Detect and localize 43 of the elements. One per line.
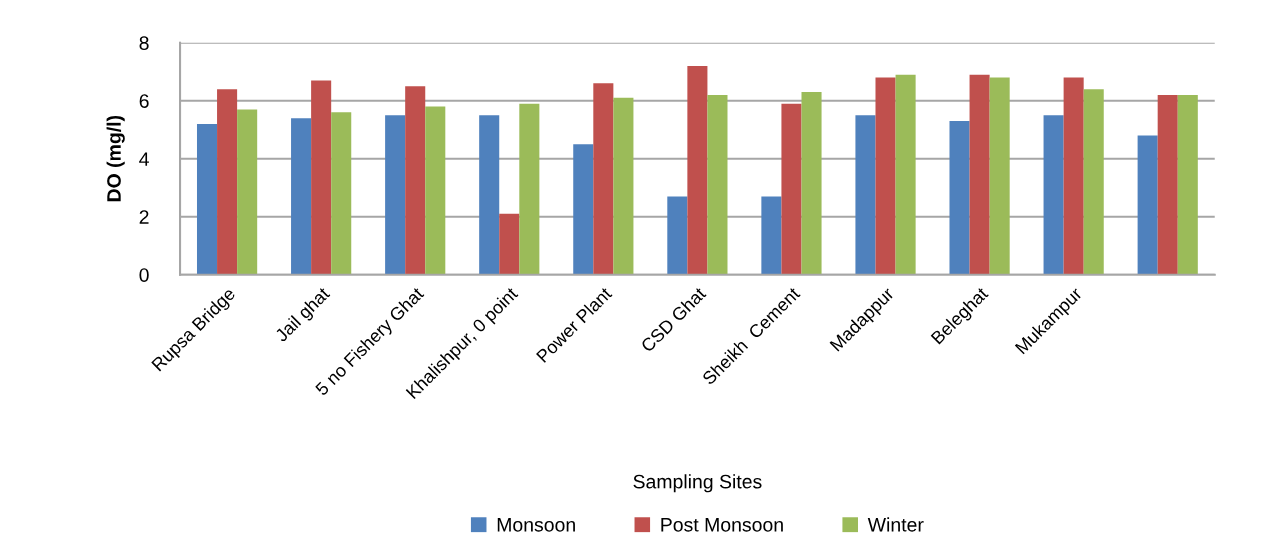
bar — [687, 65, 708, 275]
legend-label: Post Monsoon — [661, 518, 783, 532]
legend-label: Monsoon — [497, 518, 575, 532]
y-tick-label: 8 — [139, 36, 149, 50]
bar — [613, 97, 634, 275]
y-tick-label: 6 — [139, 94, 149, 108]
bar — [196, 123, 218, 275]
bar — [801, 92, 822, 275]
bar — [707, 94, 728, 275]
bar — [1043, 115, 1064, 275]
bar — [969, 74, 990, 275]
bar — [593, 83, 614, 275]
bar — [291, 118, 312, 275]
bar — [949, 121, 970, 275]
bar — [1083, 89, 1104, 275]
bar — [855, 115, 876, 275]
legend-label: Winter — [867, 517, 924, 532]
bar — [875, 77, 896, 275]
bar — [425, 106, 446, 275]
bar — [479, 115, 500, 275]
bar — [761, 196, 782, 275]
bar — [1157, 94, 1178, 275]
y-tick-label: 2 — [139, 210, 149, 224]
bar — [573, 144, 594, 275]
x-axis-title: Sampling Sites — [633, 474, 762, 493]
bar — [331, 112, 352, 275]
bar — [895, 74, 916, 275]
bar — [217, 89, 238, 275]
bar — [519, 103, 540, 275]
bar — [1137, 135, 1158, 275]
bar — [385, 115, 406, 275]
y-tick-label: 0 — [139, 268, 149, 282]
bar — [781, 103, 802, 275]
y-tick-label: 4 — [139, 152, 149, 166]
bar — [667, 196, 688, 275]
bar — [1177, 94, 1198, 275]
bar — [311, 80, 332, 275]
bar — [237, 109, 258, 275]
bar — [989, 77, 1010, 275]
bar — [405, 86, 426, 275]
y-axis-title: DO (mg/l) — [106, 115, 125, 202]
bar — [499, 213, 520, 275]
bar — [1063, 77, 1084, 275]
